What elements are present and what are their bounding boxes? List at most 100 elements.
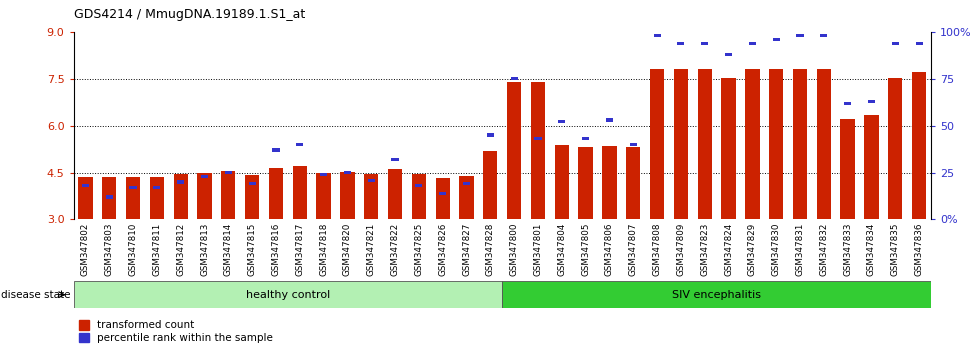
- Text: GSM347811: GSM347811: [152, 223, 162, 276]
- Bar: [78, 177, 92, 219]
- Bar: [150, 177, 164, 219]
- Text: GSM347802: GSM347802: [81, 223, 90, 276]
- Text: GSM347831: GSM347831: [796, 223, 805, 276]
- Text: GSM347808: GSM347808: [653, 223, 662, 276]
- Bar: [864, 115, 879, 219]
- Text: GSM347832: GSM347832: [819, 223, 828, 276]
- Bar: [221, 171, 235, 219]
- Bar: [769, 69, 783, 219]
- Bar: [820, 34, 827, 37]
- Bar: [888, 78, 903, 219]
- Text: GSM347805: GSM347805: [581, 223, 590, 276]
- Bar: [626, 147, 640, 219]
- Bar: [816, 69, 831, 219]
- Bar: [197, 172, 212, 219]
- Text: GSM347815: GSM347815: [248, 223, 257, 276]
- Text: GSM347833: GSM347833: [843, 223, 853, 276]
- Text: GSM347800: GSM347800: [510, 223, 518, 276]
- Bar: [296, 143, 304, 146]
- Bar: [793, 69, 808, 219]
- Text: GSM347817: GSM347817: [295, 223, 304, 276]
- Bar: [559, 120, 565, 124]
- Text: GSM347814: GSM347814: [223, 223, 233, 276]
- Bar: [272, 148, 279, 152]
- Bar: [725, 53, 732, 56]
- Text: GSM347810: GSM347810: [128, 223, 137, 276]
- Bar: [439, 192, 446, 195]
- Bar: [106, 195, 113, 199]
- Bar: [578, 147, 593, 219]
- Text: GSM347818: GSM347818: [319, 223, 328, 276]
- Bar: [173, 174, 188, 219]
- Bar: [102, 177, 117, 219]
- Bar: [487, 133, 494, 137]
- Text: GSM347820: GSM347820: [343, 223, 352, 276]
- Bar: [772, 38, 780, 41]
- Bar: [82, 184, 89, 187]
- Bar: [340, 172, 355, 219]
- Text: GSM347806: GSM347806: [605, 223, 613, 276]
- Bar: [391, 158, 399, 161]
- Text: GSM347801: GSM347801: [533, 223, 543, 276]
- Bar: [483, 151, 498, 219]
- Bar: [317, 172, 331, 219]
- Bar: [673, 69, 688, 219]
- Bar: [245, 175, 260, 219]
- Bar: [650, 69, 664, 219]
- Bar: [511, 77, 517, 80]
- FancyBboxPatch shape: [74, 281, 502, 308]
- Bar: [701, 41, 709, 45]
- Text: GSM347830: GSM347830: [771, 223, 781, 276]
- Bar: [721, 78, 736, 219]
- Bar: [177, 181, 184, 183]
- Bar: [153, 186, 161, 189]
- Bar: [797, 34, 804, 37]
- Bar: [249, 182, 256, 185]
- Bar: [630, 143, 637, 146]
- Text: GSM347822: GSM347822: [391, 223, 400, 276]
- Bar: [388, 169, 402, 219]
- Text: SIV encephalitis: SIV encephalitis: [672, 290, 761, 300]
- Bar: [269, 168, 283, 219]
- Bar: [460, 176, 473, 219]
- Text: healthy control: healthy control: [246, 290, 330, 300]
- Bar: [745, 69, 760, 219]
- Bar: [293, 166, 307, 219]
- Text: GDS4214 / MmugDNA.19189.1.S1_at: GDS4214 / MmugDNA.19189.1.S1_at: [74, 8, 305, 21]
- Text: disease state: disease state: [1, 290, 71, 300]
- Text: GSM347827: GSM347827: [462, 223, 471, 276]
- Bar: [606, 119, 613, 122]
- Bar: [507, 82, 521, 219]
- Bar: [125, 177, 140, 219]
- Bar: [412, 173, 426, 219]
- Bar: [534, 137, 542, 141]
- Bar: [365, 173, 378, 219]
- Text: GSM347821: GSM347821: [367, 223, 375, 276]
- Bar: [912, 72, 926, 219]
- Bar: [654, 34, 661, 37]
- Bar: [555, 145, 569, 219]
- Legend: transformed count, percentile rank within the sample: transformed count, percentile rank withi…: [78, 320, 273, 343]
- Bar: [915, 41, 922, 45]
- Text: GSM347829: GSM347829: [748, 223, 757, 276]
- Bar: [868, 100, 875, 103]
- Text: GSM347824: GSM347824: [724, 223, 733, 276]
- Text: GSM347836: GSM347836: [914, 223, 923, 276]
- Bar: [416, 184, 422, 187]
- Bar: [892, 41, 899, 45]
- Bar: [582, 137, 589, 141]
- Text: GSM347828: GSM347828: [486, 223, 495, 276]
- Bar: [603, 146, 616, 219]
- Bar: [677, 41, 684, 45]
- Bar: [201, 175, 208, 178]
- Text: GSM347823: GSM347823: [701, 223, 710, 276]
- Bar: [841, 119, 855, 219]
- Text: GSM347813: GSM347813: [200, 223, 209, 276]
- Text: GSM347825: GSM347825: [415, 223, 423, 276]
- Bar: [844, 102, 852, 105]
- Text: GSM347826: GSM347826: [438, 223, 447, 276]
- Text: GSM347807: GSM347807: [629, 223, 638, 276]
- Bar: [698, 69, 711, 219]
- Bar: [129, 186, 136, 189]
- Bar: [368, 178, 374, 182]
